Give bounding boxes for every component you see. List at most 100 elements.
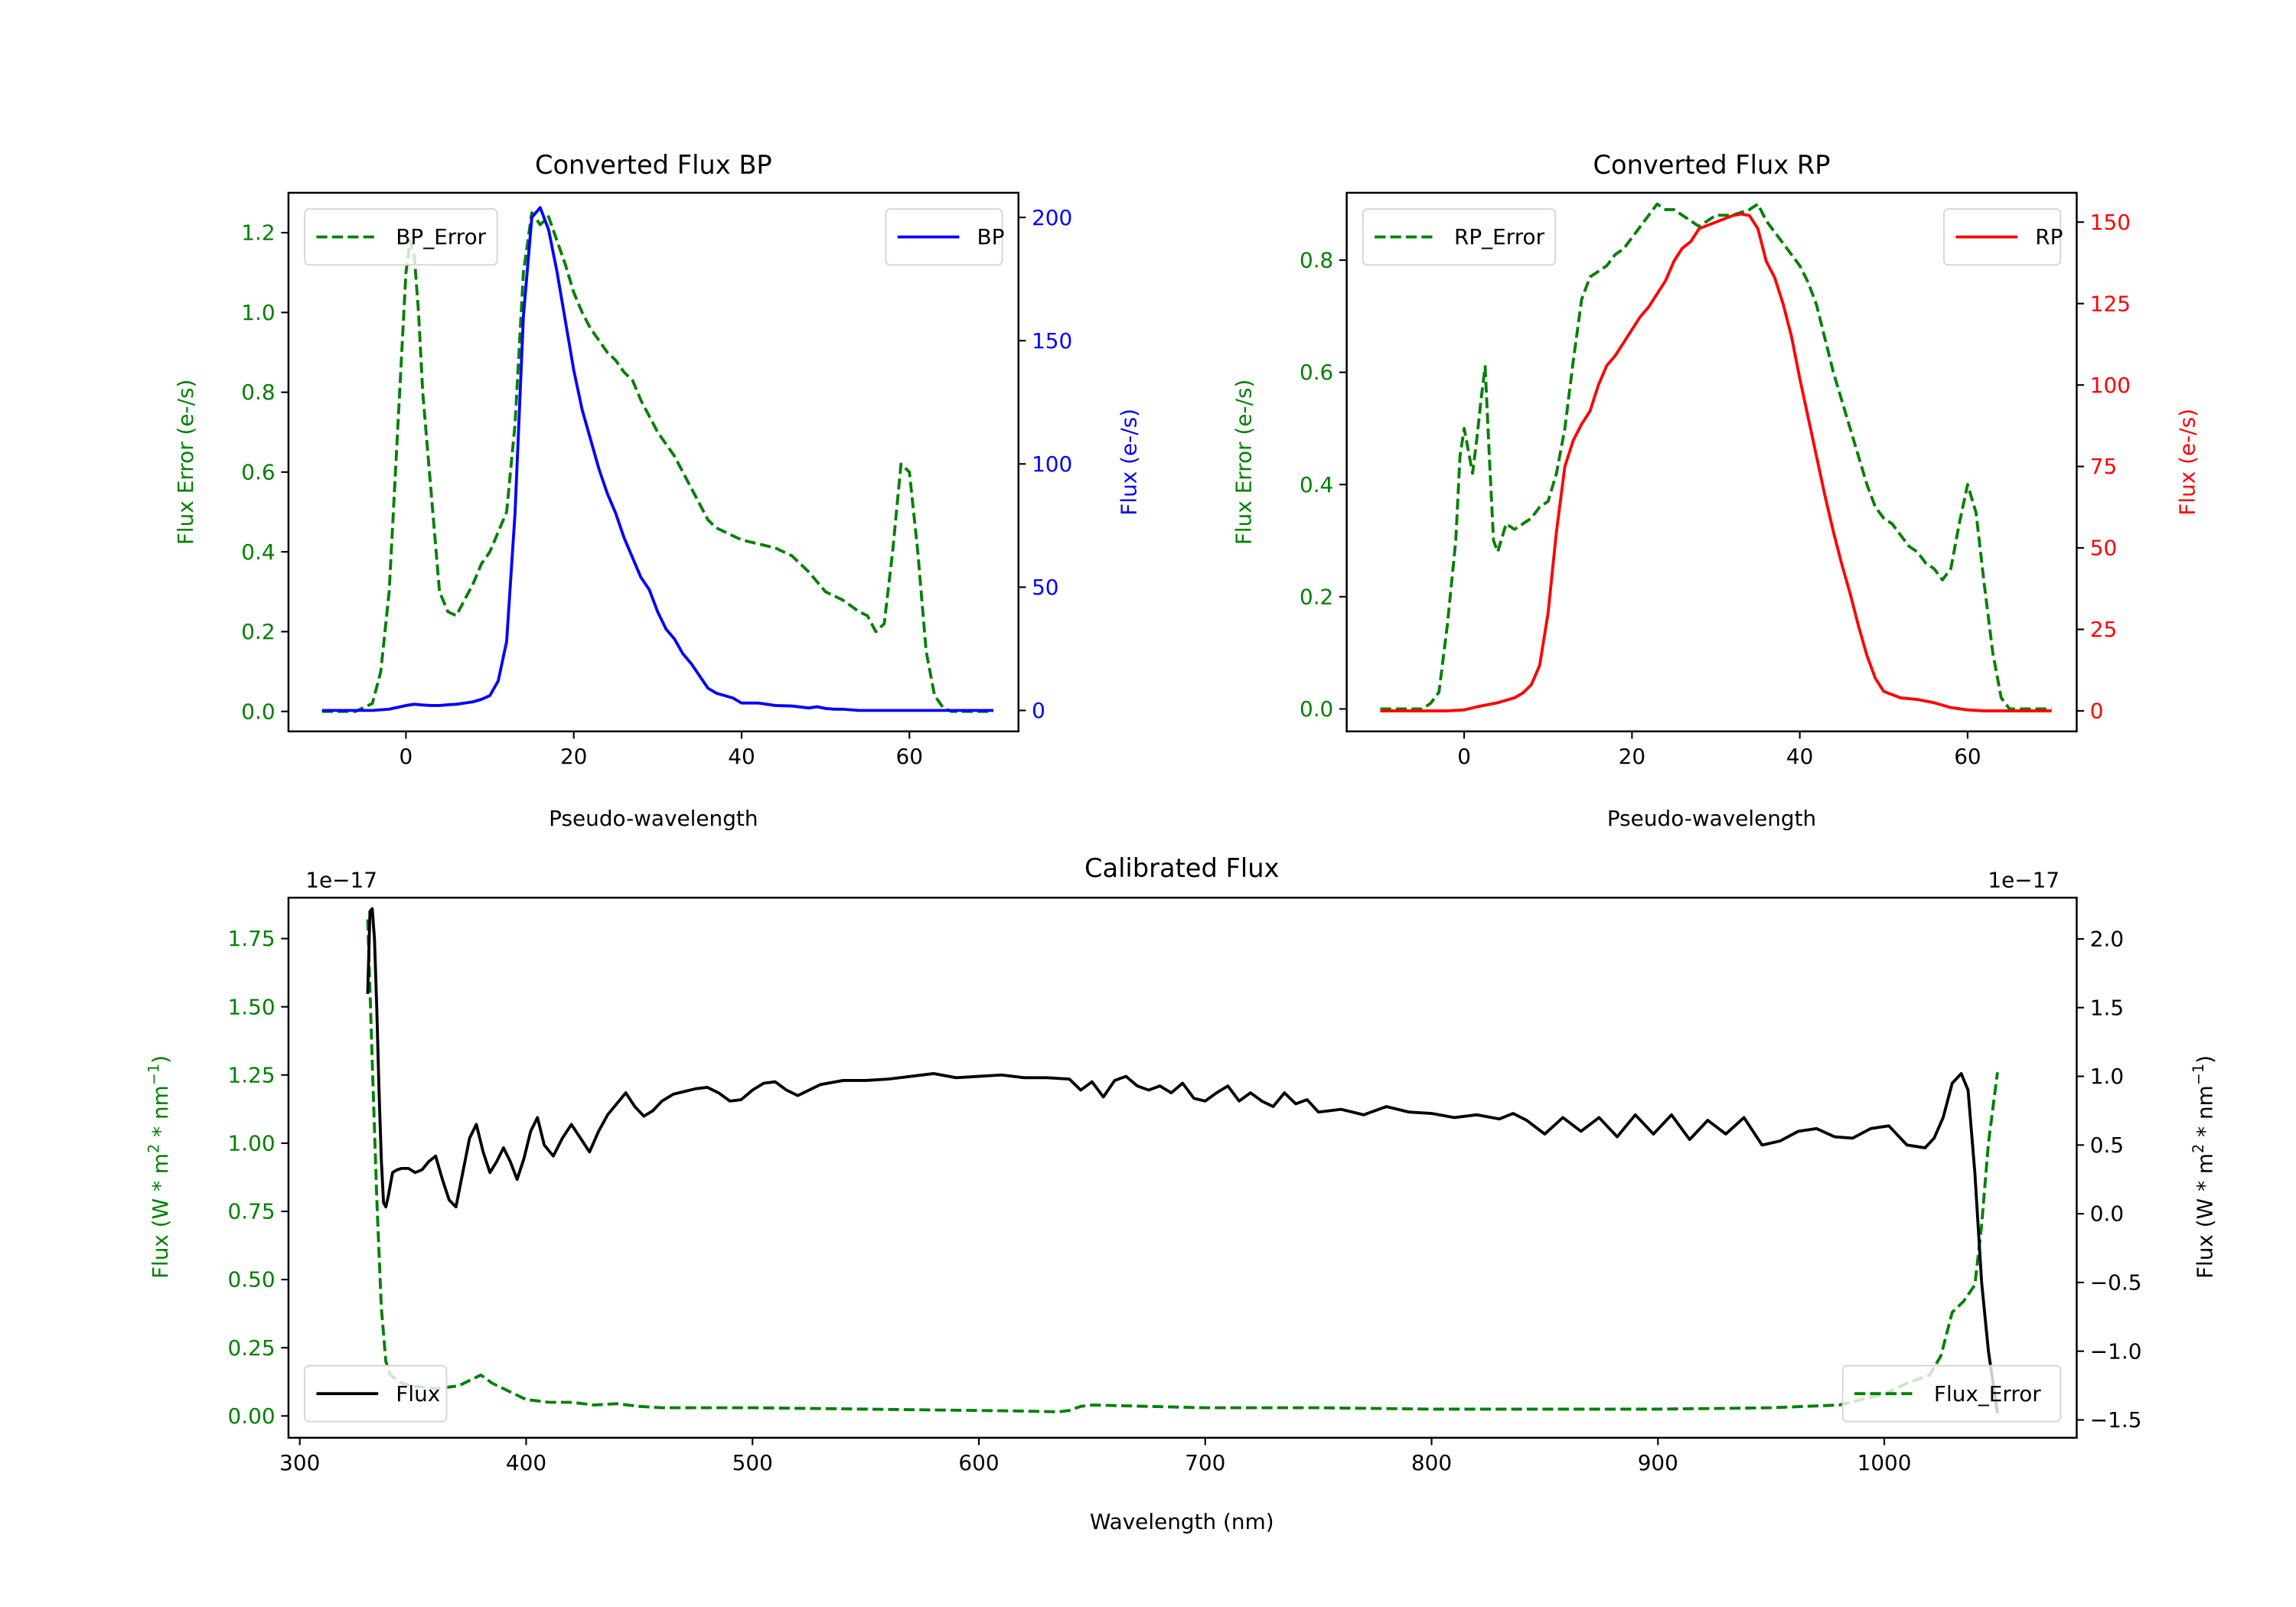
calibrated-ylabel-right: Flux (W * m2 * nm−1) — [2190, 1055, 2218, 1279]
bp-ylabel-left: Flux Error (e-/s) — [173, 380, 198, 545]
rp-series-group — [1380, 202, 2052, 712]
rp-ytick-left-label: 0.8 — [1300, 248, 1333, 273]
bp-ytick-left-label: 0.0 — [241, 699, 275, 724]
calibrated-ytick-left-label: 1.00 — [228, 1130, 276, 1156]
bp-xtick-label: 20 — [560, 744, 587, 769]
rp-ytick-left-label: 0.2 — [1300, 584, 1333, 609]
rp-ytick-right-label: 100 — [2090, 373, 2131, 398]
calibrated-ytick-left-label: 1.75 — [228, 926, 276, 951]
rp-ytick-right-label: 75 — [2090, 454, 2117, 479]
calibrated-ytick-right-label: −1.5 — [2090, 1407, 2142, 1433]
bp-xtick-label: 0 — [400, 744, 413, 769]
calibrated-ylabel-right-a: Flux (W * m — [2192, 1153, 2217, 1279]
calibrated-xtick-label: 600 — [958, 1450, 999, 1475]
bp-title: Converted Flux BP — [535, 150, 772, 180]
legend-box — [1841, 1364, 2062, 1423]
bp-xtick-label: 40 — [728, 744, 755, 769]
rp-series-rp — [1380, 212, 2052, 712]
calibrated-ytick-right-label: 0.5 — [2090, 1133, 2124, 1158]
rp-ylabel-right: Flux (e-/s) — [2174, 409, 2200, 516]
rp-ytick-right-label: 50 — [2090, 536, 2117, 561]
calibrated-ylabel-left-a: Flux (W * m — [148, 1153, 173, 1279]
rp-ytick-right-label: 125 — [2090, 291, 2131, 316]
calibrated-title: Calibrated Flux — [1084, 853, 1279, 883]
legend-box — [1362, 208, 1557, 266]
calibrated-ylabel-left-sup2: −1 — [145, 1064, 163, 1085]
rp-ytick-right-label: 25 — [2090, 617, 2117, 642]
bp-legend-left: BP_Error — [304, 208, 498, 266]
calibrated-ylabel-left: Flux (W * m2 * nm−1) — [145, 1055, 174, 1279]
rp-ytick-left-label: 0.6 — [1300, 360, 1333, 385]
calibrated-ytick-right-label: 0.0 — [2090, 1201, 2124, 1227]
legend-label: Flux — [396, 1381, 440, 1407]
calibrated-xtick-label: 700 — [1185, 1450, 1225, 1475]
legend-label: RP_Error — [1454, 224, 1545, 249]
rp-xtick-label: 0 — [1457, 744, 1471, 769]
calibrated-axes-frame — [287, 896, 2078, 1439]
bp-axes-frame — [287, 191, 1020, 733]
bp-ytick-left-label: 0.8 — [241, 380, 275, 405]
rp-title: Converted Flux RP — [1593, 150, 1831, 180]
calibrated-legend-right: Flux_Error — [1841, 1364, 2062, 1423]
calibrated-ytick-right-label: 1.5 — [2090, 995, 2124, 1020]
calibrated-ylabel-right-b: * nm — [2192, 1085, 2217, 1143]
bp-series-group — [321, 206, 993, 713]
legend-label: RP — [2035, 224, 2063, 249]
calibrated-xtick-label: 900 — [1638, 1450, 1678, 1475]
bp-ytick-left-label: 0.2 — [241, 619, 275, 644]
rp-ytick-left-label: 0.4 — [1300, 472, 1333, 497]
calibrated-ylabel-right-sup2: −1 — [2190, 1064, 2207, 1085]
legend-label: BP_Error — [396, 224, 486, 249]
calibrated-ylabel-left-b: * nm — [148, 1085, 173, 1143]
calibrated-panel: Calibrated Flux Wavelength (nm) 1e−17 1e… — [145, 853, 2218, 1534]
bp-panel: Converted Flux BP Pseudo-wavelength Flux… — [173, 150, 1142, 831]
legend-label: BP — [977, 224, 1005, 249]
calibrated-xtick-label: 800 — [1411, 1450, 1452, 1475]
calibrated-ytick-left-label: 1.50 — [228, 994, 276, 1019]
rp-ytick-left-label: 0.0 — [1300, 696, 1333, 722]
calibrated-legend-left: Flux — [304, 1364, 448, 1423]
calibrated-series-flux — [366, 907, 1999, 1413]
calibrated-ylabel-left-c: ) — [148, 1055, 173, 1064]
calibrated-ytick-left-label: 0.00 — [228, 1403, 276, 1429]
bp-legend-right: BP — [885, 208, 1005, 266]
calibrated-ytick-left-label: 0.75 — [228, 1199, 276, 1224]
calibrated-ytick-left-label: 0.50 — [228, 1267, 276, 1292]
rp-ytick-right-label: 0 — [2090, 699, 2104, 724]
calibrated-plot-area: 300 400 500 600 700 800 900 1000 0.00 0.25 0.50 0.7… — [228, 896, 2142, 1475]
bp-ytick-right-label: 150 — [1032, 328, 1072, 354]
calibrated-ytick-right-label: −0.5 — [2090, 1270, 2142, 1296]
calibrated-xtick-label: 1000 — [1857, 1450, 1912, 1475]
calibrated-xtick-label: 300 — [279, 1450, 320, 1475]
bp-xtick-label: 60 — [895, 744, 922, 769]
rp-plot-area: 0 20 40 60 0.0 0.2 0.4 0.6 0.8 0 25 50 75 100 125 150 RP… — [1300, 191, 2131, 769]
rp-xlabel: Pseudo-wavelength — [1607, 806, 1816, 831]
rp-legend-right: RP — [1943, 208, 2063, 266]
rp-xtick-label: 20 — [1619, 744, 1645, 769]
rp-ylabel-left: Flux Error (e-/s) — [1231, 380, 1257, 545]
calibrated-ytick-right-label: 1.0 — [2090, 1064, 2124, 1089]
rp-axes-frame — [1345, 191, 2078, 733]
rp-panel: Converted Flux RP Pseudo-wavelength Flux… — [1231, 150, 2200, 831]
calibrated-ylabel-right-c: ) — [2192, 1055, 2217, 1064]
bp-xlabel: Pseudo-wavelength — [549, 806, 758, 831]
calibrated-ytick-left-label: 1.25 — [228, 1062, 276, 1087]
legend-label: Flux_Error — [1934, 1381, 2041, 1407]
bp-ytick-left-label: 0.6 — [241, 459, 275, 484]
legend-box — [304, 208, 498, 266]
calibrated-offset-left: 1e−17 — [305, 868, 377, 893]
calibrated-ytick-right-label: 2.0 — [2090, 927, 2124, 952]
bp-ytick-left-label: 1.2 — [241, 220, 275, 246]
bp-ytick-left-label: 1.0 — [241, 300, 275, 325]
bp-ylabel-right: Flux (e-/s) — [1117, 409, 1142, 516]
rp-ytick-right-label: 150 — [2090, 210, 2131, 235]
bp-ytick-right-label: 200 — [1032, 205, 1072, 230]
bp-ytick-right-label: 100 — [1032, 451, 1072, 477]
calibrated-ylabel-left-sup1: 2 — [145, 1144, 163, 1153]
calibrated-ylabel-right-sup1: 2 — [2190, 1144, 2207, 1153]
rp-xtick-label: 40 — [1786, 744, 1813, 769]
calibrated-xlabel: Wavelength (nm) — [1090, 1509, 1274, 1534]
calibrated-xtick-label: 500 — [732, 1450, 773, 1475]
